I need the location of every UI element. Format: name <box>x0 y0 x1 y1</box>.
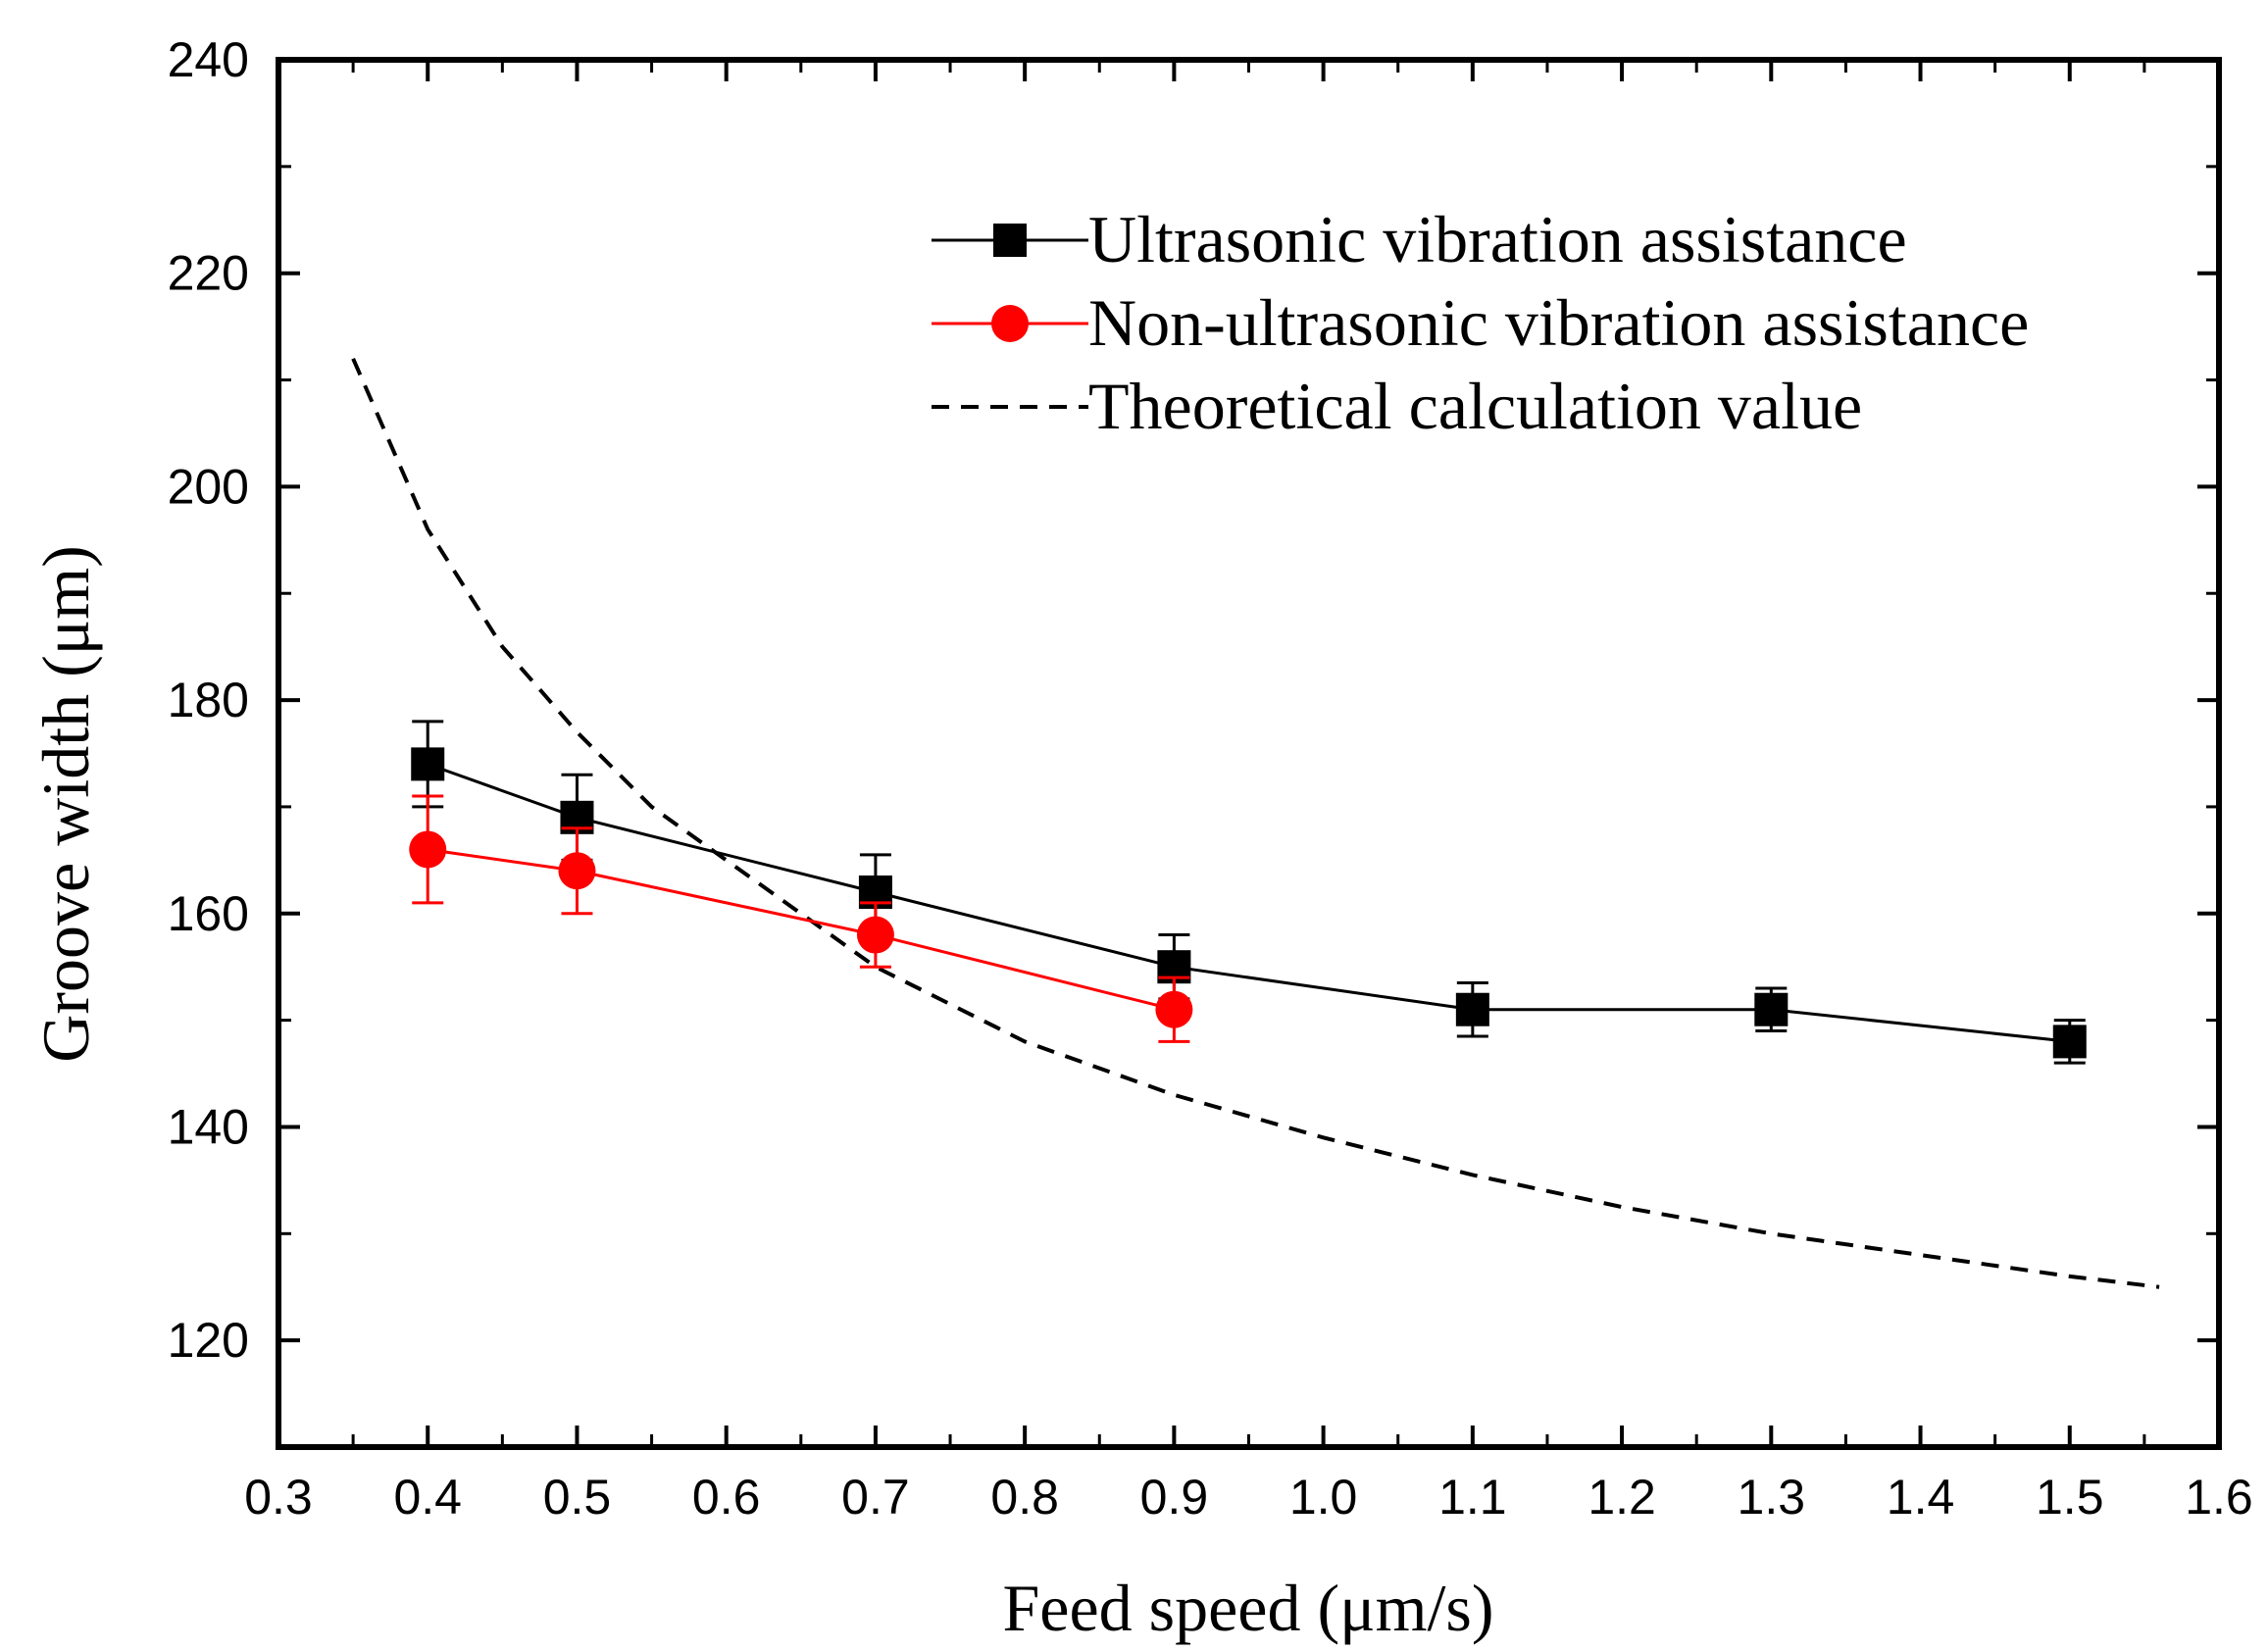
y-axis-tick-labels: 120 140 160 180 200 220 240 <box>168 32 249 1368</box>
x-tick-label: 0.4 <box>393 1470 462 1525</box>
series-non-ultrasonic <box>409 794 1193 1043</box>
x-tick-label: 1.1 <box>1438 1470 1507 1525</box>
x-tick-label: 0.3 <box>244 1470 313 1525</box>
x-tick-label: 0.6 <box>692 1470 761 1525</box>
y-tick-label: 200 <box>168 459 249 514</box>
y-tick-label: 240 <box>168 32 249 87</box>
series-line <box>427 762 2070 1043</box>
x-tick-label: 1.5 <box>2036 1470 2104 1525</box>
x-tick-label: 0.7 <box>841 1470 910 1525</box>
legend-marker-non-ultrasonic <box>991 305 1029 342</box>
x-tick-label: 1.2 <box>1588 1470 1656 1525</box>
series-layer <box>351 357 2160 1289</box>
y-axis-title: Groove width (μm) <box>28 545 103 1062</box>
data-point <box>1455 992 1489 1026</box>
y-axis-ticks <box>278 58 2219 1449</box>
x-tick-label: 0.9 <box>1140 1470 1209 1525</box>
y-tick-label: 220 <box>168 246 249 301</box>
legend-label-ultrasonic: Ultrasonic vibration assistance <box>1088 202 1907 276</box>
x-tick-label: 1.0 <box>1289 1470 1358 1525</box>
theoretical-curve <box>351 357 2160 1289</box>
legend-label-theoretical: Theoretical calculation value <box>1088 369 1862 443</box>
x-axis-title: Feed speed (μm/s) <box>1002 1571 1493 1645</box>
series-ultrasonic <box>411 720 2087 1065</box>
x-tick-label: 0.5 <box>543 1470 612 1525</box>
y-tick-label: 180 <box>168 673 249 727</box>
x-tick-label: 1.4 <box>1887 1470 1955 1525</box>
x-tick-label: 1.6 <box>2185 1470 2253 1525</box>
x-tick-label: 1.3 <box>1738 1470 1806 1525</box>
legend: Ultrasonic vibration assistance Non-ultr… <box>932 202 2029 443</box>
data-point <box>558 852 596 890</box>
series-line <box>428 847 1175 1012</box>
legend-marker-ultrasonic <box>993 224 1027 257</box>
x-axis-ticks <box>277 60 2221 1447</box>
data-point <box>409 830 447 869</box>
x-tick-label: 0.8 <box>990 1470 1059 1525</box>
data-point <box>1155 990 1193 1028</box>
x-axis-tick-labels: 0.3 0.4 0.5 0.6 0.7 0.8 0.9 1.0 1.1 1.2 1.3 1.4 1.5 1… <box>244 1470 2253 1525</box>
y-tick-label: 160 <box>168 886 249 941</box>
legend-label-non-ultrasonic: Non-ultrasonic vibration assistance <box>1088 285 2029 360</box>
y-tick-label: 120 <box>168 1313 249 1368</box>
data-point <box>1754 992 1789 1026</box>
data-point <box>856 916 894 954</box>
y-tick-label: 140 <box>168 1099 249 1154</box>
data-point <box>411 747 445 781</box>
data-point <box>2052 1025 2087 1059</box>
